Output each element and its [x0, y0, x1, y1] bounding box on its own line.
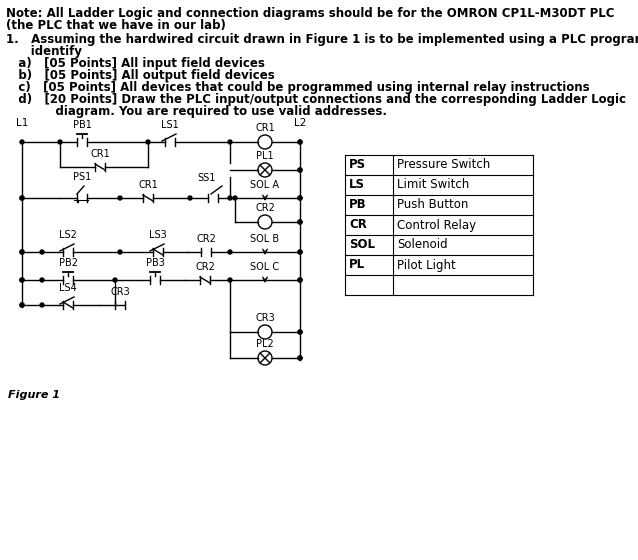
Circle shape [58, 140, 62, 144]
Circle shape [298, 356, 302, 360]
Text: PB1: PB1 [73, 120, 91, 130]
Text: Pressure Switch: Pressure Switch [397, 158, 490, 171]
Circle shape [146, 140, 150, 144]
Text: PL1: PL1 [256, 151, 274, 161]
Circle shape [118, 250, 122, 254]
Circle shape [298, 220, 302, 224]
Text: SOL: SOL [349, 239, 375, 251]
Text: LS: LS [349, 179, 365, 192]
Text: L2: L2 [294, 118, 306, 128]
Circle shape [233, 196, 237, 200]
Text: Limit Switch: Limit Switch [397, 179, 470, 192]
Text: PL2: PL2 [256, 339, 274, 349]
Circle shape [298, 140, 302, 144]
Text: Figure 1: Figure 1 [8, 390, 60, 400]
Circle shape [20, 250, 24, 254]
Circle shape [298, 196, 302, 200]
Circle shape [228, 278, 232, 282]
Text: Note: All Ladder Logic and connection diagrams should be for the OMRON CP1L-M30D: Note: All Ladder Logic and connection di… [6, 7, 614, 20]
Circle shape [40, 303, 44, 307]
Circle shape [298, 168, 302, 172]
Text: SOL B: SOL B [251, 234, 279, 244]
Circle shape [20, 196, 24, 200]
Circle shape [20, 278, 24, 282]
Circle shape [20, 278, 24, 282]
Circle shape [228, 140, 232, 144]
Text: CR2: CR2 [255, 203, 275, 213]
Text: PB: PB [349, 198, 367, 212]
Text: CR2: CR2 [196, 234, 216, 244]
Text: (the PLC that we have in our lab): (the PLC that we have in our lab) [6, 19, 226, 32]
Circle shape [40, 250, 44, 254]
Circle shape [298, 278, 302, 282]
Text: PS1: PS1 [73, 172, 91, 182]
Circle shape [113, 278, 117, 282]
Text: b)   [05 Points] All output field devices: b) [05 Points] All output field devices [6, 69, 275, 82]
Text: SS1: SS1 [198, 173, 216, 183]
Circle shape [40, 278, 44, 282]
Circle shape [20, 303, 24, 307]
Text: d)   [20 Points] Draw the PLC input/output connections and the corresponding Lad: d) [20 Points] Draw the PLC input/output… [6, 93, 626, 106]
Text: PS: PS [349, 158, 366, 171]
Circle shape [228, 196, 232, 200]
Text: 1.   Assuming the hardwired circuit drawn in Figure 1 is to be implemented using: 1. Assuming the hardwired circuit drawn … [6, 33, 638, 46]
Circle shape [298, 168, 302, 172]
Circle shape [298, 140, 302, 144]
Circle shape [298, 220, 302, 224]
Text: a)   [05 Points] All input field devices: a) [05 Points] All input field devices [6, 57, 265, 70]
Circle shape [298, 278, 302, 282]
Text: LS3: LS3 [149, 230, 167, 240]
Circle shape [298, 250, 302, 254]
Circle shape [188, 196, 192, 200]
Text: SOL A: SOL A [251, 180, 279, 190]
Text: c)   [05 Points] All devices that could be programmed using internal relay instr: c) [05 Points] All devices that could be… [6, 81, 590, 94]
Text: Push Button: Push Button [397, 198, 468, 212]
Text: Control Relay: Control Relay [397, 218, 476, 231]
Text: CR2: CR2 [195, 262, 215, 272]
Text: Solenoid: Solenoid [397, 239, 448, 251]
Text: identify: identify [6, 45, 82, 58]
Circle shape [298, 250, 302, 254]
Text: LS4: LS4 [59, 283, 77, 293]
Circle shape [228, 250, 232, 254]
Text: CR1: CR1 [90, 149, 110, 159]
Text: SOL C: SOL C [251, 262, 279, 272]
Circle shape [20, 140, 24, 144]
Text: LS2: LS2 [59, 230, 77, 240]
Circle shape [298, 330, 302, 334]
Circle shape [20, 250, 24, 254]
Text: LS1: LS1 [161, 120, 179, 130]
Circle shape [20, 196, 24, 200]
Text: CR: CR [349, 218, 367, 231]
Circle shape [118, 196, 122, 200]
Circle shape [20, 303, 24, 307]
Text: CR1: CR1 [138, 180, 158, 190]
Circle shape [298, 356, 302, 360]
Text: Pilot Light: Pilot Light [397, 259, 456, 272]
Text: diagram. You are required to use valid addresses.: diagram. You are required to use valid a… [6, 105, 387, 118]
Circle shape [298, 196, 302, 200]
Text: PB2: PB2 [59, 258, 77, 268]
Text: PB3: PB3 [145, 258, 165, 268]
Text: CR3: CR3 [255, 313, 275, 323]
Circle shape [298, 330, 302, 334]
Text: CR3: CR3 [110, 287, 130, 297]
Text: PL: PL [349, 259, 365, 272]
Text: CR1: CR1 [255, 123, 275, 133]
Text: L1: L1 [16, 118, 28, 128]
